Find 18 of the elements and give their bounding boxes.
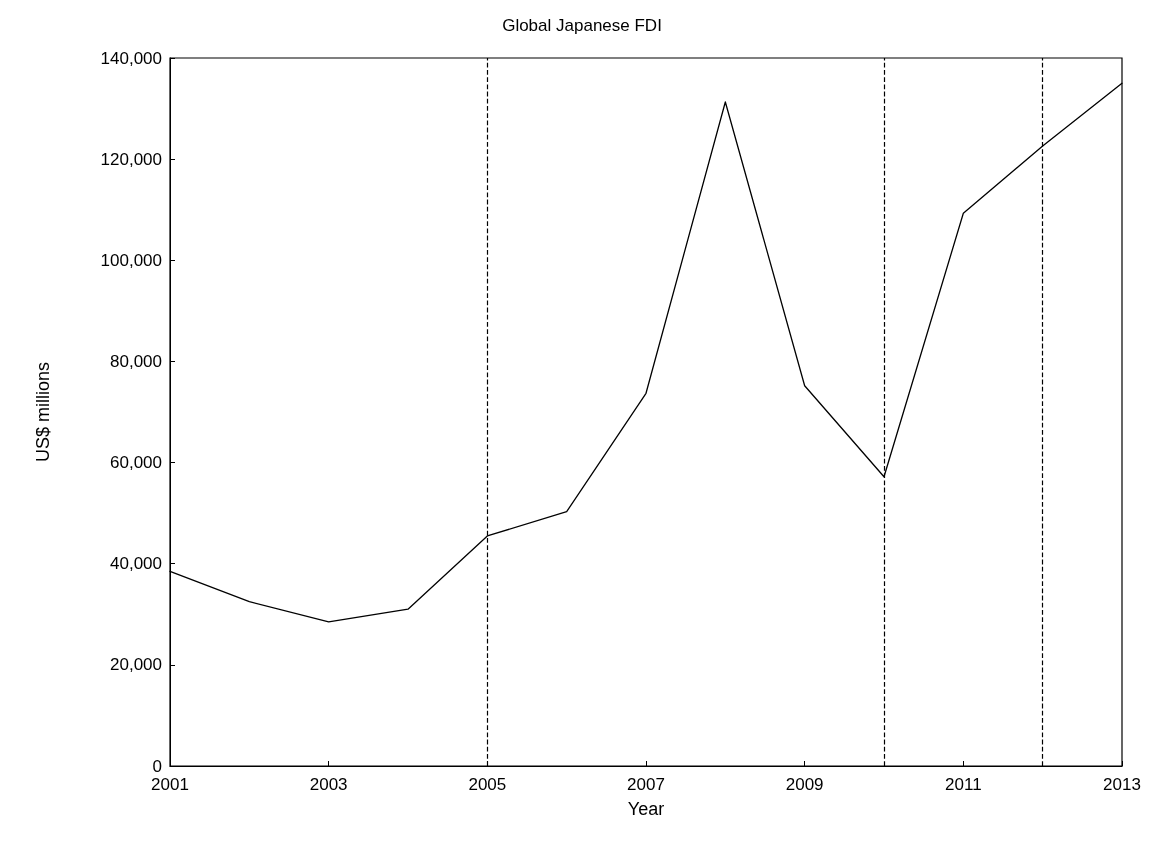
x-tick-label: 2013 xyxy=(1103,775,1141,794)
x-axis-title: Year xyxy=(627,799,665,819)
x-tick-label: 2001 xyxy=(151,775,189,794)
y-tick-label: 40,000 xyxy=(110,554,162,574)
y-tick-label: 60,000 xyxy=(110,453,162,473)
y-tick-label: 80,000 xyxy=(110,351,162,371)
y-tick-label: 120,000 xyxy=(100,149,162,169)
y-tick-label: 100,000 xyxy=(100,250,162,270)
y-tick-label: 0 xyxy=(152,756,162,776)
y-axis-title: US$ millions xyxy=(33,361,53,463)
x-tick-label: 2005 xyxy=(468,775,507,794)
x-tick-label: 2011 xyxy=(945,775,982,794)
x-tick-label: 2007 xyxy=(627,775,665,794)
chart-title: Global Japanese FDI xyxy=(502,16,662,35)
x-tick-label: 2003 xyxy=(309,775,348,794)
x-tick-label: 2009 xyxy=(785,775,824,794)
y-tick-label: 20,000 xyxy=(110,655,162,675)
y-tick-label: 140,000 xyxy=(100,48,162,68)
